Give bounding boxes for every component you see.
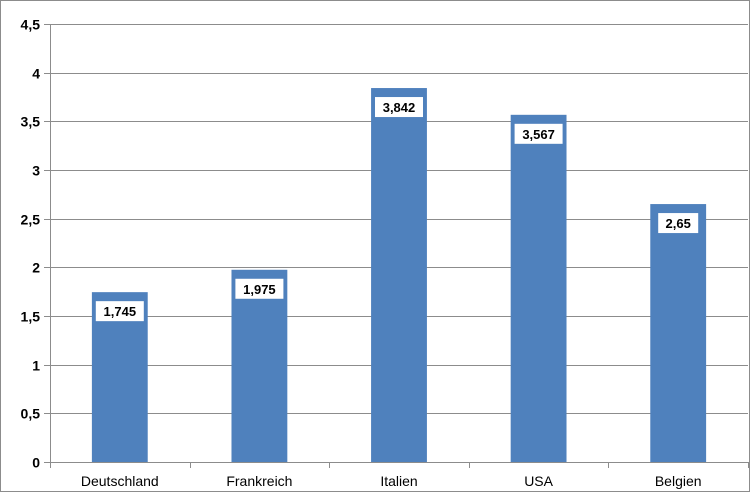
- y-tick-label: 2: [32, 260, 40, 276]
- y-tick-label: 4,5: [21, 17, 41, 33]
- y-tick-label: 4: [32, 66, 40, 82]
- bar-frankreich: [231, 269, 288, 462]
- data-label-box: [658, 213, 699, 234]
- data-label: 2,65: [666, 216, 691, 231]
- x-tick-label: Italien: [380, 473, 417, 489]
- x-tick-label: Frankreich: [226, 473, 292, 489]
- y-tick-label: 0,5: [21, 406, 41, 422]
- bar-belgien: [650, 204, 707, 463]
- x-tick-label: Deutschland: [81, 473, 159, 489]
- y-tick-label: 1: [32, 358, 40, 374]
- x-tick-label: USA: [524, 473, 553, 489]
- data-label: 1,745: [104, 304, 137, 319]
- y-tick-label: 2,5: [21, 212, 41, 228]
- data-label: 1,975: [243, 282, 276, 297]
- axes: [44, 24, 749, 468]
- data-label: 3,567: [522, 127, 555, 142]
- data-label-box: [235, 278, 284, 299]
- bar-italien: [371, 88, 427, 462]
- y-tick-label: 3: [32, 163, 40, 179]
- bar-usa: [510, 114, 567, 462]
- x-tick-label: Belgien: [655, 473, 702, 489]
- data-label-box: [375, 97, 423, 118]
- data-label: 3,842: [383, 100, 416, 115]
- data-label-box: [95, 301, 144, 322]
- data-label-box: [514, 123, 563, 144]
- y-tick-label: 3,5: [21, 114, 41, 130]
- y-tick-label: 1,5: [21, 309, 41, 325]
- labels: 0 0,5 1 1,5 2 2,5 3 3,5 4 4,5 Deutschland 1,745 Fran…: [21, 17, 702, 490]
- y-tick-label: 0: [32, 455, 40, 471]
